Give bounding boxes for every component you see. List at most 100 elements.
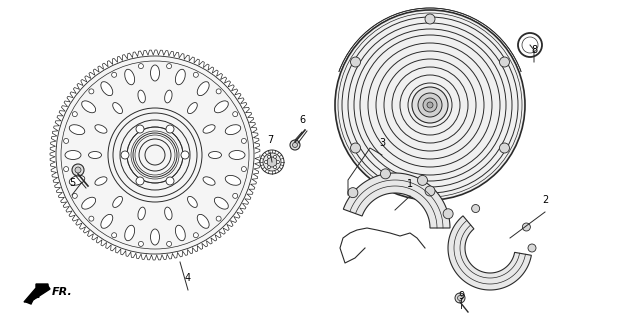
Circle shape [193, 233, 198, 238]
Ellipse shape [203, 125, 215, 133]
Text: 1: 1 [407, 179, 413, 189]
Circle shape [273, 155, 277, 158]
Circle shape [216, 89, 221, 94]
Ellipse shape [165, 90, 172, 103]
Circle shape [136, 177, 144, 185]
Circle shape [55, 55, 255, 255]
Circle shape [89, 89, 94, 94]
Circle shape [273, 166, 277, 169]
Circle shape [72, 164, 84, 176]
Circle shape [418, 93, 442, 117]
Circle shape [75, 167, 81, 173]
Ellipse shape [125, 69, 135, 85]
Text: 3: 3 [379, 138, 385, 148]
Ellipse shape [113, 196, 122, 207]
Polygon shape [343, 173, 450, 228]
Circle shape [139, 64, 144, 68]
Circle shape [267, 157, 277, 167]
Circle shape [72, 193, 77, 198]
Circle shape [263, 153, 281, 171]
Circle shape [425, 186, 435, 196]
Ellipse shape [225, 175, 241, 185]
Circle shape [455, 293, 465, 303]
Ellipse shape [95, 125, 107, 133]
Circle shape [181, 151, 189, 159]
Ellipse shape [187, 102, 197, 114]
Ellipse shape [203, 177, 215, 185]
Circle shape [335, 10, 525, 200]
Polygon shape [448, 216, 531, 290]
Ellipse shape [215, 197, 229, 209]
Circle shape [139, 241, 144, 246]
Circle shape [412, 87, 448, 123]
Text: 4: 4 [185, 273, 191, 283]
Circle shape [241, 139, 246, 143]
Ellipse shape [175, 225, 185, 241]
Circle shape [290, 140, 300, 150]
Circle shape [63, 139, 68, 143]
Ellipse shape [197, 214, 209, 228]
Circle shape [443, 209, 453, 219]
Circle shape [425, 14, 435, 24]
Ellipse shape [95, 177, 107, 185]
Circle shape [233, 112, 237, 117]
Circle shape [216, 216, 221, 221]
Circle shape [233, 193, 237, 198]
Circle shape [423, 98, 437, 112]
Circle shape [380, 169, 391, 179]
Polygon shape [26, 286, 50, 304]
Circle shape [458, 295, 463, 300]
Ellipse shape [82, 101, 96, 113]
Ellipse shape [138, 207, 146, 220]
Text: FR.: FR. [52, 287, 73, 297]
Circle shape [166, 64, 172, 68]
Circle shape [528, 244, 536, 252]
Circle shape [63, 167, 68, 172]
Ellipse shape [89, 151, 101, 158]
Ellipse shape [82, 197, 96, 209]
Circle shape [111, 233, 116, 238]
Polygon shape [24, 284, 48, 302]
Ellipse shape [151, 229, 160, 245]
Ellipse shape [69, 125, 85, 135]
Ellipse shape [65, 150, 81, 159]
Ellipse shape [101, 82, 113, 96]
Ellipse shape [208, 151, 222, 158]
Text: 7: 7 [267, 135, 273, 145]
Ellipse shape [151, 65, 160, 81]
Circle shape [193, 72, 198, 77]
Ellipse shape [165, 207, 172, 220]
Circle shape [277, 161, 280, 164]
Circle shape [499, 57, 510, 67]
Circle shape [472, 204, 480, 212]
Ellipse shape [69, 175, 85, 185]
Circle shape [268, 155, 270, 158]
Circle shape [89, 216, 94, 221]
Text: 5: 5 [69, 178, 75, 188]
Circle shape [268, 166, 270, 169]
Circle shape [136, 125, 144, 133]
Circle shape [427, 102, 433, 108]
Ellipse shape [101, 214, 113, 228]
Circle shape [166, 241, 172, 246]
Ellipse shape [125, 225, 135, 241]
Ellipse shape [175, 69, 185, 85]
Circle shape [348, 188, 358, 198]
Text: 9: 9 [458, 291, 464, 301]
Circle shape [111, 72, 116, 77]
Ellipse shape [187, 196, 197, 207]
Ellipse shape [225, 125, 241, 135]
Circle shape [72, 112, 77, 117]
Circle shape [121, 151, 129, 159]
Circle shape [166, 125, 174, 133]
Ellipse shape [215, 101, 229, 113]
Circle shape [166, 177, 174, 185]
Ellipse shape [138, 90, 146, 103]
Circle shape [241, 167, 246, 172]
Circle shape [351, 57, 361, 67]
Ellipse shape [197, 82, 209, 96]
Circle shape [265, 161, 268, 164]
Circle shape [499, 143, 510, 153]
Circle shape [522, 223, 530, 231]
Text: 8: 8 [531, 45, 537, 55]
